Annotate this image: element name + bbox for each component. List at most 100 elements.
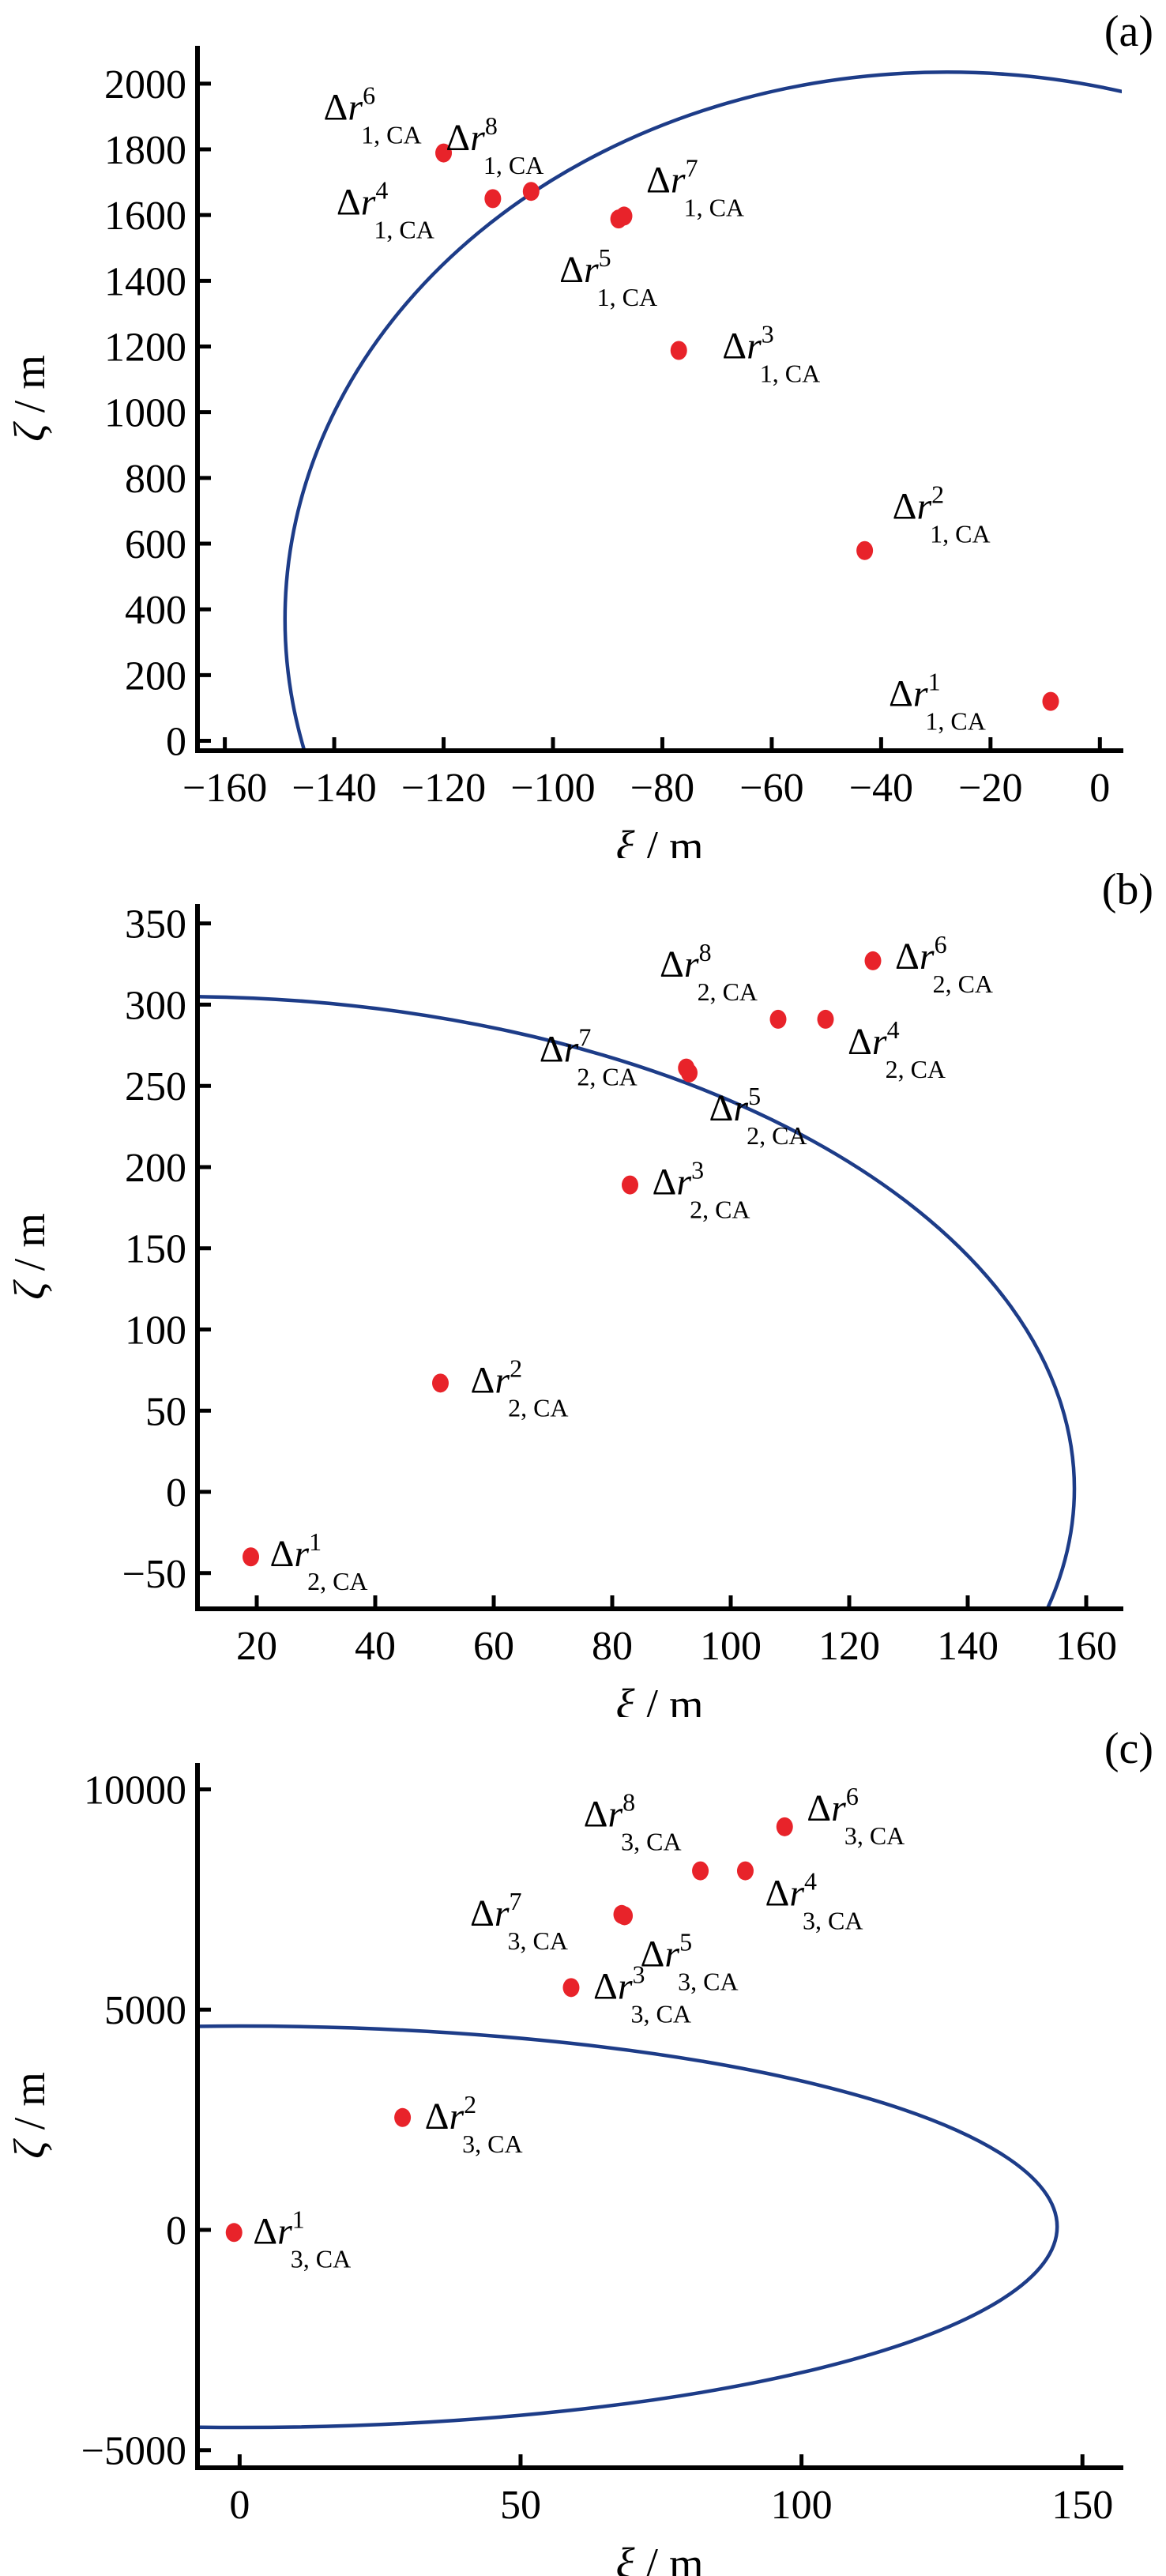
label-subscript: 2, CA	[508, 1393, 568, 1422]
y-axis-title: ζ / m	[6, 1213, 55, 1300]
error-ellipse-curve	[197, 995, 1076, 1609]
data-point	[856, 540, 874, 560]
x-tick-label: −100	[510, 766, 595, 811]
label-delta: Δ	[765, 1873, 789, 1915]
label-delta: Δ	[807, 1787, 831, 1829]
y-tick-label: 250	[125, 1064, 186, 1109]
x-tick-label: 60	[473, 1624, 514, 1669]
label-superscript: 8	[485, 111, 498, 140]
data-point	[225, 2223, 243, 2243]
label-variable: r	[916, 486, 931, 528]
x-tick-label: 0	[1089, 766, 1110, 811]
label-superscript: 3	[762, 319, 774, 348]
data-point	[432, 1373, 449, 1393]
data-point	[1042, 691, 1059, 711]
y-tick-label: 0	[166, 2209, 186, 2254]
data-point	[243, 1547, 259, 1567]
y-tick-label: 1800	[104, 128, 186, 173]
label-subscript: 2, CA	[307, 1567, 367, 1595]
y-tick-label: 50	[145, 1389, 186, 1434]
label-superscript: 7	[686, 153, 698, 182]
label-superscript: 4	[375, 175, 388, 204]
data-point-label: Δr3 3, CA	[593, 1960, 691, 2028]
label-delta: Δ	[470, 1892, 495, 1934]
label-superscript: 1	[309, 1527, 322, 1556]
label-superscript: 8	[622, 1788, 635, 1817]
label-variable: r	[671, 159, 686, 201]
label-superscript: 5	[679, 1927, 692, 1956]
y-tick-label: 300	[125, 983, 186, 1028]
label-subscript: 3, CA	[291, 2244, 351, 2273]
label-delta: Δ	[584, 1794, 608, 1836]
panel-tag: (b)	[1102, 865, 1153, 914]
y-tick-label: 200	[125, 653, 186, 699]
data-point-label: Δr4 3, CA	[765, 1867, 863, 1935]
label-subscript: 3, CA	[621, 1828, 681, 1856]
panel-tag: (c)	[1104, 1724, 1153, 1773]
label-delta: Δ	[722, 325, 747, 367]
data-point	[435, 143, 453, 163]
data-point-label: Δr1 1, CA	[889, 668, 986, 736]
error-ellipse-curve	[283, 70, 1122, 751]
data-point-label: Δr7 1, CA	[646, 153, 744, 221]
label-superscript: 6	[846, 1782, 859, 1810]
label-delta: Δ	[848, 1021, 872, 1063]
data-point	[776, 1817, 793, 1836]
data-point	[522, 182, 540, 201]
label-superscript: 3	[633, 1960, 645, 1988]
y-axis-unit: / m	[6, 2072, 55, 2141]
label-superscript: 6	[363, 81, 375, 110]
label-delta: Δ	[540, 1029, 564, 1071]
y-tick-label: 800	[125, 457, 186, 502]
panel-b-chart: 20 40 60 80 100 120 140 160 −50 0 50 100 150 200 250 30…	[0, 858, 1166, 1730]
label-superscript: 1	[292, 2205, 305, 2233]
label-variable: r	[733, 1087, 748, 1129]
data-point-label: Δr5 1, CA	[559, 243, 657, 311]
label-superscript: 8	[699, 938, 712, 966]
y-axis-symbol: ζ	[6, 2138, 55, 2159]
data-point	[670, 341, 687, 360]
data-point-label: Δr1 3, CA	[253, 2205, 351, 2273]
data-point-label: Δr8 2, CA	[660, 938, 758, 1006]
x-tick-label: 50	[500, 2483, 541, 2528]
label-subscript: 1, CA	[374, 215, 434, 243]
x-axis-unit: / m	[634, 2540, 703, 2576]
x-tick-label: 100	[700, 1624, 762, 1669]
panel-background	[0, 0, 1166, 858]
label-subscript: 3, CA	[462, 2130, 522, 2158]
panel-a-chart: −160 −140 −120 −100 −80 −60 −40 −20 0 0 200 400 600 8…	[0, 0, 1166, 872]
data-point-label: Δr7 2, CA	[540, 1023, 638, 1091]
label-variable: r	[584, 249, 599, 291]
y-tick-label: 1000	[104, 391, 186, 436]
y-axis-unit: / m	[6, 355, 55, 424]
label-variable: r	[831, 1787, 846, 1829]
x-tick-label: 20	[236, 1624, 277, 1669]
data-point	[736, 1861, 754, 1881]
label-delta: Δ	[471, 1359, 495, 1401]
label-variable: r	[664, 1933, 679, 1975]
x-tick-label: −60	[739, 766, 803, 811]
x-axis-title: ξ / m	[615, 823, 703, 858]
label-delta: Δ	[893, 486, 917, 528]
y-tick-label: 100	[125, 1308, 186, 1353]
x-axis-title: ξ / m	[615, 1681, 703, 1717]
label-superscript: 2	[931, 480, 944, 509]
label-subscript: 3, CA	[803, 1907, 863, 1935]
error-ellipse-curve	[197, 2024, 1059, 2430]
y-tick-label: 1200	[104, 326, 186, 371]
label-superscript: 4	[804, 1867, 817, 1896]
label-variable: r	[618, 1965, 633, 2007]
y-tick-label: 1400	[104, 259, 186, 304]
label-superscript: 4	[887, 1015, 900, 1044]
x-axis-unit: / m	[634, 823, 703, 858]
label-delta: Δ	[895, 936, 920, 977]
label-superscript: 2	[510, 1354, 522, 1382]
y-tick-label: 5000	[104, 1988, 186, 2033]
y-axis-unit: / m	[6, 1213, 55, 1282]
data-point-label: Δr4 2, CA	[848, 1015, 946, 1083]
label-variable: r	[872, 1021, 887, 1063]
label-delta: Δ	[270, 1533, 295, 1575]
data-point	[484, 189, 502, 209]
